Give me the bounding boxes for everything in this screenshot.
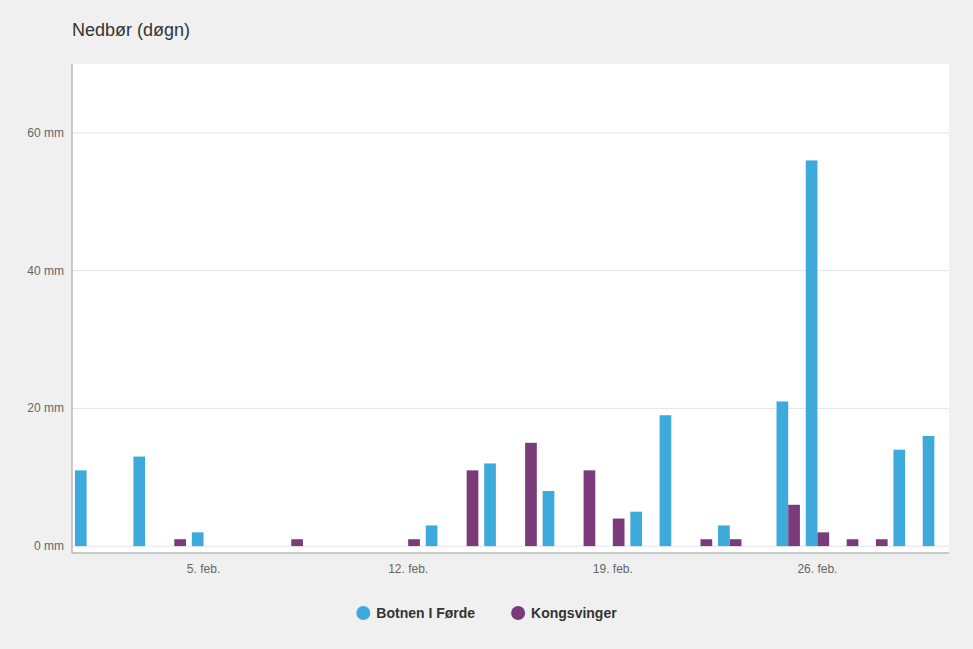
bar (584, 470, 596, 546)
bar (817, 532, 829, 546)
bar (613, 519, 625, 547)
bar (759, 546, 771, 547)
title: Nedbør (døgn) (72, 20, 190, 40)
bar (777, 401, 789, 546)
bar (660, 415, 672, 546)
bar (467, 470, 479, 546)
legend-marker (511, 606, 525, 620)
bar (671, 546, 683, 547)
bar (408, 539, 420, 546)
y-tick-label: 20 mm (27, 401, 64, 415)
x-axis-line (72, 553, 949, 554)
x-tick-label: 26. feb. (797, 562, 837, 576)
bar (905, 546, 917, 547)
legend-marker (356, 606, 370, 620)
bar (543, 491, 555, 546)
chart: Nedbør (døgn) 0 mm 20 mm 40 mm 60 mm 5. feb. 1… (0, 0, 973, 649)
bar (104, 546, 116, 547)
bar (192, 532, 204, 546)
bar (163, 546, 175, 547)
y-tick-label: 60 mm (27, 126, 64, 140)
bar (730, 539, 742, 546)
bar (291, 539, 303, 546)
bar (513, 546, 525, 547)
grid-line (72, 132, 949, 133)
y-tick-label: 40 mm (27, 264, 64, 278)
bar (280, 546, 292, 547)
bar (75, 470, 87, 546)
bar (379, 546, 391, 547)
bars (75, 160, 934, 546)
bar (847, 539, 859, 546)
bar (174, 539, 186, 546)
bar (133, 457, 145, 547)
bar (701, 539, 713, 546)
bar (864, 546, 876, 547)
bar (396, 546, 408, 547)
bar (572, 546, 584, 547)
bar (525, 443, 537, 546)
bar (320, 546, 332, 547)
y-tick-label: 0 mm (34, 539, 64, 553)
bar (426, 525, 438, 546)
bar (262, 546, 274, 547)
bar (233, 546, 245, 547)
x-tick-label: 19. feb. (593, 562, 633, 576)
bar (367, 546, 379, 547)
bar (876, 539, 888, 546)
bar (496, 546, 508, 547)
bar (350, 546, 362, 547)
bar (601, 546, 613, 547)
plot-area (72, 64, 949, 553)
legend-label: Botnen I Førde (376, 605, 475, 621)
bar (145, 546, 157, 547)
x-tick-label: 5. feb. (187, 562, 220, 576)
bar (116, 546, 128, 547)
bar (689, 546, 701, 547)
bar (221, 546, 233, 547)
bar (747, 546, 759, 547)
bar (934, 546, 946, 547)
bar (923, 436, 935, 546)
bar (338, 546, 350, 547)
x-tick-label: 12. feb. (388, 562, 428, 576)
bar (437, 546, 449, 547)
bar (204, 546, 216, 547)
bar (835, 546, 847, 547)
bar (718, 525, 730, 546)
bar (554, 546, 566, 547)
bar (642, 546, 654, 547)
bar (788, 505, 800, 546)
background (0, 0, 973, 649)
legend-label: Kongsvinger (531, 605, 617, 621)
bar (455, 546, 467, 547)
bar (893, 450, 905, 546)
bar (484, 463, 496, 546)
bar (250, 546, 262, 547)
y-axis-line (72, 64, 73, 553)
bar (309, 546, 321, 547)
bar (806, 160, 818, 546)
bar (630, 512, 642, 546)
legend: Botnen I Førde Kongsvinger (356, 605, 617, 621)
bar (87, 546, 99, 547)
